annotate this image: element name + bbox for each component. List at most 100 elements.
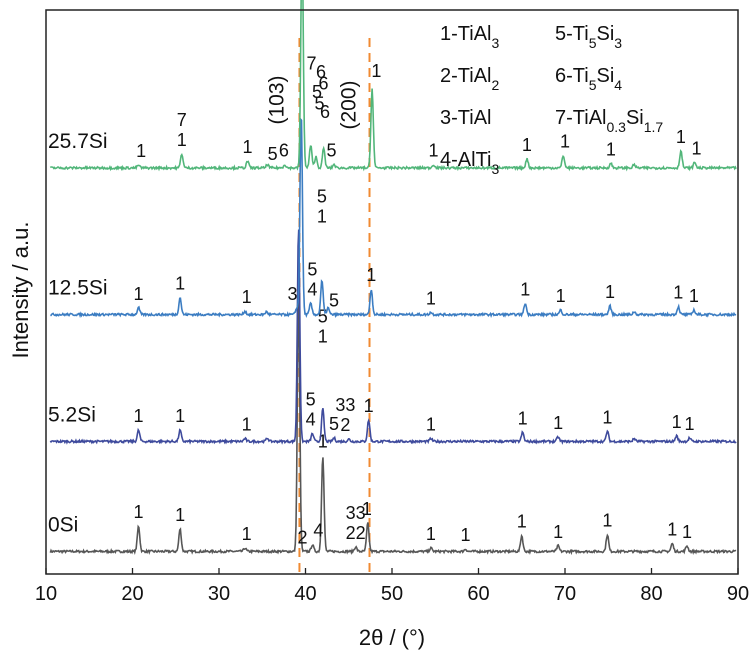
peak-label: 1 bbox=[682, 522, 692, 542]
peak-label: 1 bbox=[429, 141, 439, 161]
peak-label: 6 bbox=[316, 62, 326, 82]
peak-label: 6 bbox=[319, 73, 329, 93]
peak-label: 5 bbox=[329, 414, 339, 434]
peak-label: 1 bbox=[362, 499, 372, 519]
legend-entry: 5-Ti5Si3 bbox=[555, 23, 622, 51]
peak-label: 1 bbox=[177, 130, 187, 150]
peak-label: 1 bbox=[242, 287, 252, 307]
x-tick-label: 60 bbox=[467, 583, 489, 605]
series-name-label: 0Si bbox=[48, 513, 78, 536]
peak-label: 1 bbox=[134, 284, 144, 304]
peak-label: 1 bbox=[426, 288, 436, 308]
peak-label: 1 bbox=[242, 415, 252, 435]
y-axis-title: Intensity / a.u. bbox=[8, 222, 33, 359]
peak-label: 1 bbox=[553, 413, 563, 433]
peak-label: 1 bbox=[243, 137, 253, 157]
peak-label: 1 bbox=[560, 132, 570, 152]
peak-label: 1 bbox=[461, 525, 471, 545]
peak-label: 1 bbox=[426, 524, 436, 544]
peak-label: 4 bbox=[313, 521, 323, 541]
legend-entry: 7-TiAl0.3Si1.7 bbox=[555, 107, 663, 135]
series-name-label: 12.5Si bbox=[48, 277, 108, 300]
peak-label: 5 bbox=[329, 291, 339, 311]
peak-label: 4 bbox=[306, 410, 316, 430]
peak-label: 1 bbox=[175, 505, 185, 525]
legend-entry: 6-Ti5Si4 bbox=[555, 65, 622, 93]
plane-label: (103) bbox=[265, 75, 288, 124]
peak-label: 1 bbox=[517, 512, 527, 532]
legend: 1-TiAl3 2-TiAl2 3-TiAl 4-AlTi3 5-Ti5Si3 6-Ti5… bbox=[440, 23, 663, 177]
x-tick-label: 30 bbox=[208, 583, 230, 605]
peak-label: 5 bbox=[315, 93, 325, 113]
peak-label: 7 bbox=[177, 110, 187, 130]
series-line bbox=[49, 229, 737, 445]
peak-label: 33 bbox=[346, 503, 366, 523]
series-name-label: 5.2Si bbox=[48, 403, 96, 426]
legend-entry: 4-AlTi3 bbox=[440, 149, 499, 177]
peak-label: 1 bbox=[317, 207, 327, 227]
peak-label: 5 bbox=[306, 390, 316, 410]
peak-label: 1 bbox=[318, 432, 328, 452]
peak-label: 5 bbox=[317, 187, 327, 207]
peak-label: 1 bbox=[364, 396, 374, 416]
x-tick-label: 10 bbox=[35, 583, 57, 605]
x-tick-label: 20 bbox=[121, 583, 143, 605]
legend-entry: 3-TiAl bbox=[440, 107, 491, 129]
peak-label: 1 bbox=[175, 406, 185, 426]
peak-label: 33 bbox=[335, 395, 355, 415]
peak-label: 22 bbox=[346, 523, 366, 543]
x-tick-label: 80 bbox=[640, 583, 662, 605]
x-axis-title: 2θ / (°) bbox=[359, 625, 425, 650]
peak-label: 1 bbox=[606, 139, 616, 159]
peak-label: 3 bbox=[288, 284, 298, 304]
x-tick-label: 40 bbox=[294, 583, 316, 605]
peak-label: 1 bbox=[518, 408, 528, 428]
peak-label: 1 bbox=[134, 502, 144, 522]
peak-label: 5 bbox=[268, 144, 278, 164]
peak-label: 1 bbox=[556, 286, 566, 306]
peak-label: 5 bbox=[318, 307, 328, 327]
peak-label: 1 bbox=[242, 524, 252, 544]
peak-label: 1 bbox=[672, 412, 682, 432]
peak-label: 2 bbox=[297, 527, 307, 547]
peak-label: 1 bbox=[667, 520, 677, 540]
peak-label: 1 bbox=[602, 407, 612, 427]
peak-label: 1 bbox=[673, 283, 683, 303]
plot-frame bbox=[45, 9, 739, 575]
plane-label: (200) bbox=[338, 80, 361, 129]
peak-label: 1 bbox=[691, 138, 701, 158]
peak-label: 6 bbox=[320, 102, 330, 122]
peak-label: 1 bbox=[685, 414, 695, 434]
peak-label: 1 bbox=[689, 286, 699, 306]
peak-label: 1 bbox=[553, 522, 563, 542]
legend-entry: 1-TiAl3 bbox=[440, 23, 499, 51]
peak-label: 1 bbox=[175, 274, 185, 294]
series-line bbox=[50, 117, 737, 319]
peak-label: 1 bbox=[134, 406, 144, 426]
series-line bbox=[49, 0, 737, 172]
peak-label: 4 bbox=[307, 279, 317, 299]
peak-label: 1 bbox=[605, 282, 615, 302]
peak-label: 1 bbox=[371, 61, 381, 81]
peak-label: 5 bbox=[326, 141, 336, 161]
x-axis: 10 20 30 40 50 60 70 80 90 bbox=[35, 568, 749, 605]
peak-label: 1 bbox=[676, 127, 686, 147]
peak-label: 1 bbox=[366, 265, 376, 285]
x-tick-label: 90 bbox=[727, 583, 749, 605]
x-tick-label: 50 bbox=[381, 583, 403, 605]
peak-label: 1 bbox=[136, 141, 146, 161]
peak-label: 1 bbox=[520, 279, 530, 299]
peak-label: 5 bbox=[312, 82, 322, 102]
peak-label: 6 bbox=[279, 141, 289, 161]
series-25.7Si: 25.7Si171156176565651111111 bbox=[48, 0, 737, 172]
peak-label: 1 bbox=[522, 135, 532, 155]
peak-label: 1 bbox=[318, 327, 328, 347]
series-line bbox=[49, 294, 737, 556]
series-name-label: 25.7Si bbox=[48, 130, 108, 153]
peak-label: 7 bbox=[307, 53, 317, 73]
